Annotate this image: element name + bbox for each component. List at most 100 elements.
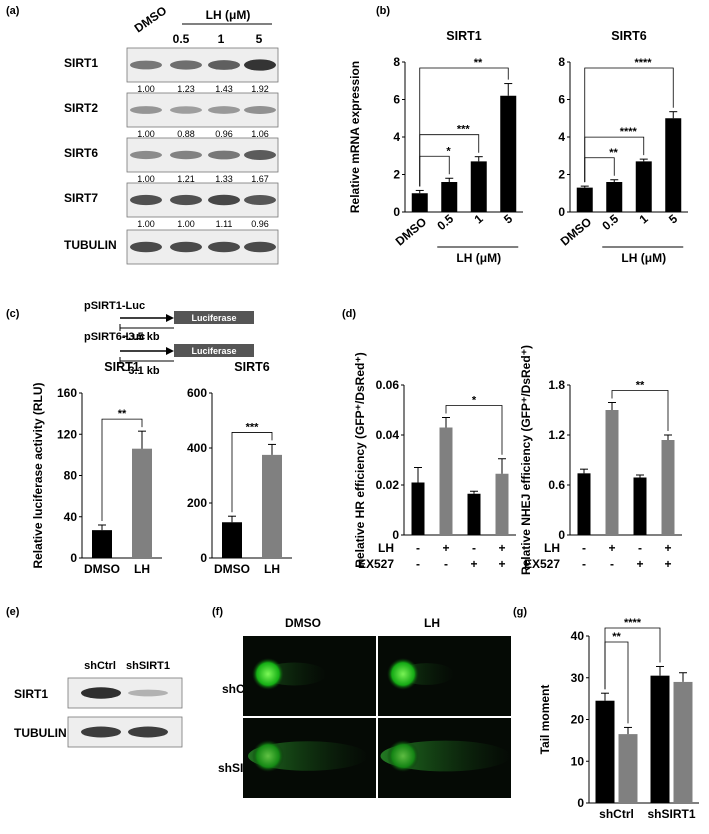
bar <box>439 427 453 535</box>
significance-bracket <box>584 157 615 183</box>
bar <box>635 161 652 212</box>
bar <box>500 95 517 212</box>
bar <box>222 522 242 558</box>
chart-g: 0 10 20 30 40 shCtrl shSIRT1 ****** Tail moment <box>538 617 699 821</box>
y-tick-label: 40 <box>64 510 78 524</box>
c-luciferase-label-2: Luciferase <box>191 346 236 356</box>
y-tick-label: 1.2 <box>548 428 565 442</box>
significance-label: * <box>446 145 451 157</box>
group-label: LH (μM) <box>621 251 666 265</box>
blot-band <box>208 241 240 253</box>
c-luciferase-box-2 <box>174 344 254 357</box>
c-luciferase-label-1: Luciferase <box>191 313 236 323</box>
chart-c1: 0 40 80 120 160 SIRT1 DMSO LH ** Relative lucifer… <box>31 360 162 576</box>
condition-mark: + <box>608 541 615 555</box>
comet-head <box>387 740 419 772</box>
comet-image <box>378 636 511 716</box>
blot-band <box>208 106 240 114</box>
x-tick-label: 1 <box>472 211 486 226</box>
y-tick-label: 1.8 <box>548 378 565 392</box>
y-tick-label: 0.04 <box>376 428 400 442</box>
a-blot-label: SIRT6 <box>64 146 98 160</box>
condition-mark: + <box>636 557 643 571</box>
y-tick-label: 0 <box>558 528 565 542</box>
chart-title: SIRT1 <box>446 29 481 43</box>
y-axis-label: Relative HR efficiency (GFP⁺/DsRed⁺) <box>353 352 367 567</box>
y-tick-label: 4 <box>393 130 400 144</box>
significance-label: *** <box>246 421 260 433</box>
a-quant-value: 1.06 <box>251 129 269 139</box>
significance-label: *** <box>457 124 471 136</box>
a-western-blots: SIRT1 1.00 1.23 1.43 1.92 SIRT2 1.00 0.88 0.96 1.… <box>64 47 279 265</box>
bar <box>606 182 623 212</box>
panel-label-d: (d) <box>342 308 356 320</box>
y-tick-label: 0 <box>200 551 207 565</box>
bar <box>467 493 481 535</box>
x-tick-label: DMSO <box>84 562 120 576</box>
significance-bracket <box>231 432 273 513</box>
y-tick-label: 600 <box>187 386 207 400</box>
c-construct-sirt6: pSIRT6-Luc Luciferase ~3.1 kb <box>84 331 254 377</box>
condition-mark: + <box>498 557 505 571</box>
y-tick-label: 6 <box>393 93 400 107</box>
significance-label: ** <box>474 57 483 69</box>
panel-label-e: (e) <box>6 606 20 618</box>
blot-band <box>244 241 276 253</box>
bar <box>441 182 458 212</box>
x-tick-label: 1 <box>637 211 651 226</box>
x-tick-label: 0.5 <box>434 211 456 233</box>
e-blot-1 <box>67 716 183 748</box>
bar <box>665 118 682 212</box>
y-tick-label: 0.06 <box>376 378 400 392</box>
x-tick-label: 5 <box>666 211 680 226</box>
blot-band <box>130 106 162 114</box>
a-quant-value: 1.00 <box>177 219 195 229</box>
e-western-blots: SIRT1 TUBULIN <box>14 677 183 748</box>
y-tick-label: 20 <box>571 713 585 727</box>
y-tick-label: 10 <box>571 754 585 768</box>
y-tick-label: 0 <box>392 528 399 542</box>
bar <box>618 734 638 803</box>
bar <box>262 454 282 558</box>
significance-bracket <box>584 67 674 183</box>
a-quant-value: 1.67 <box>251 174 269 184</box>
c-luciferase-box-1 <box>174 311 254 324</box>
condition-mark: - <box>582 557 586 571</box>
y-tick-label: 2 <box>558 168 565 182</box>
significance-bracket <box>101 418 143 521</box>
e-blot-0 <box>67 677 183 709</box>
significance-bracket <box>611 390 669 431</box>
c-arrowhead-1 <box>166 314 174 322</box>
y-tick-label: 80 <box>64 469 78 483</box>
chart-d2: 0 0.6 1.2 1.8 LH - + - + EX527 - - + + ** Relative NHEJ… <box>519 345 682 575</box>
y-tick-label: 30 <box>571 671 585 685</box>
condition-mark: - <box>416 541 420 555</box>
condition-mark: - <box>582 541 586 555</box>
comet-image <box>378 718 511 798</box>
blot-band <box>128 726 168 738</box>
blot-band <box>128 689 168 697</box>
y-axis-label: Tail moment <box>538 685 552 755</box>
panel-label-c: (c) <box>6 308 20 320</box>
c-construct-name-1: pSIRT1-Luc <box>84 300 145 312</box>
panel-label-g: (g) <box>513 606 527 618</box>
a-blot-label: TUBULIN <box>64 238 117 252</box>
condition-mark: - <box>610 557 614 571</box>
panel-label-a: (a) <box>6 5 20 17</box>
e-blot-label: TUBULIN <box>14 726 67 740</box>
chart-title: SIRT6 <box>234 360 269 374</box>
a-blot-label: SIRT7 <box>64 191 98 205</box>
bar <box>132 448 152 558</box>
bar <box>495 473 509 535</box>
e-blot-label: SIRT1 <box>14 687 48 701</box>
y-tick-label: 8 <box>393 55 400 69</box>
comet-head <box>387 658 419 690</box>
a-blot-2 <box>126 137 279 173</box>
a-quant-value: 1.00 <box>137 84 155 94</box>
y-tick-label: 0 <box>577 796 584 810</box>
condition-mark: + <box>664 557 671 571</box>
x-tick-label: DMSO <box>558 215 595 249</box>
significance-label: **** <box>624 617 642 629</box>
panel-label-b: (b) <box>376 5 390 17</box>
significance-label: ** <box>612 631 621 643</box>
